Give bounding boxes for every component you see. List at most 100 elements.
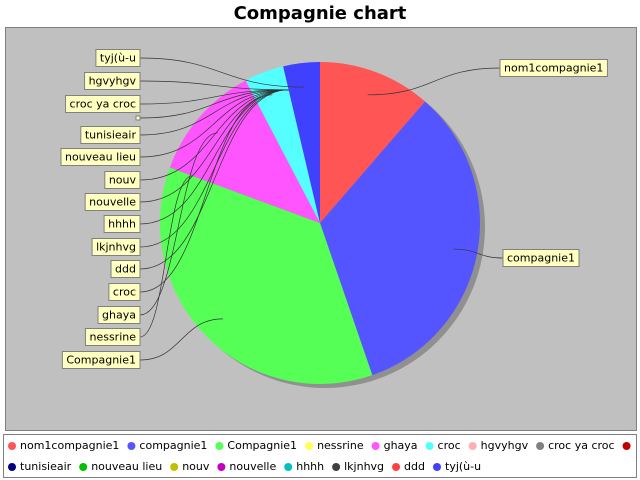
legend-label: tunisieair xyxy=(20,460,72,473)
legend-swatch xyxy=(8,442,16,450)
legend-label: tyj(ù-u xyxy=(445,460,481,473)
legend-swatch xyxy=(127,442,136,450)
legend-item: tunisieair xyxy=(8,460,72,473)
legend-swatch xyxy=(425,442,434,450)
legend-item: Compagnie1 xyxy=(215,439,297,452)
slice-label: nouveau lieu xyxy=(65,151,136,164)
label-box xyxy=(110,260,141,278)
legend-item: croc ya croc xyxy=(536,439,615,452)
leader-line xyxy=(139,175,193,338)
legend-swatch xyxy=(8,463,16,471)
label-box xyxy=(135,115,141,121)
legend-label: ddd xyxy=(404,460,425,473)
slice-label: Compagnie1 xyxy=(66,354,136,367)
legend-item: nouveau lieu xyxy=(79,460,162,473)
slice-label: nouv xyxy=(109,174,137,187)
legend-swatch xyxy=(170,463,179,471)
legend-item: nessrine xyxy=(305,439,364,452)
label-box xyxy=(95,49,141,67)
legend-label: nouvelle xyxy=(229,460,276,473)
legend-label: hgvyhgv xyxy=(481,439,529,452)
label-box xyxy=(84,193,141,211)
label-box xyxy=(84,328,141,346)
legend-item: croc xyxy=(425,439,461,452)
pie-slice xyxy=(320,101,480,376)
legend-swatch xyxy=(215,442,224,450)
legend-label: nessrine xyxy=(317,439,364,452)
legend-item: nouv xyxy=(170,460,210,473)
legend-swatch xyxy=(371,442,380,450)
leader-line xyxy=(139,89,289,248)
slice-label: tyj(ù-u xyxy=(100,52,136,65)
legend-label: nouveau lieu xyxy=(91,460,162,473)
legend-label: croc xyxy=(438,439,461,452)
leader-line xyxy=(139,57,305,88)
label-box xyxy=(84,72,141,90)
slice-label: lkjnhvg xyxy=(96,241,136,254)
slice-label: nom1compagnie1 xyxy=(504,62,603,75)
leader-line xyxy=(139,89,289,270)
legend-swatch xyxy=(284,463,293,471)
legend-swatch xyxy=(392,463,401,471)
label-box xyxy=(97,306,141,324)
slice-label: tunisieair xyxy=(85,129,137,142)
legend-item xyxy=(622,442,631,450)
legend-item: hgvyhgv xyxy=(468,439,529,452)
leader-line xyxy=(139,89,289,158)
label-box xyxy=(499,59,608,77)
pie-slice xyxy=(283,62,320,223)
leader-line xyxy=(139,94,273,293)
slice-label: croc ya croc xyxy=(70,98,136,111)
legend-item: tyj(ù-u xyxy=(433,460,481,473)
legend-label: nouv xyxy=(182,460,210,473)
legend-swatch xyxy=(332,463,341,471)
label-box xyxy=(61,351,141,369)
slice-label: hhhh xyxy=(108,218,136,231)
label-box xyxy=(60,148,141,166)
label-box xyxy=(91,238,141,256)
slice-label: compagnie1 xyxy=(507,252,575,265)
legend-swatch xyxy=(536,442,545,450)
legend-swatch xyxy=(468,442,477,450)
legend-box xyxy=(3,434,637,478)
legend-label: croc ya croc xyxy=(548,439,614,452)
legend-item: nouvelle xyxy=(217,460,276,473)
leader-line xyxy=(139,89,289,181)
legend-swatch xyxy=(217,463,226,471)
legend-item: nom1compagnie1 xyxy=(8,439,119,452)
leader-line xyxy=(139,89,289,105)
label-box xyxy=(502,249,580,267)
legend-swatch xyxy=(622,442,631,450)
leader-line xyxy=(139,89,289,225)
leader-line xyxy=(139,318,223,361)
legend-item: lkjnhvg xyxy=(332,460,384,473)
label-box xyxy=(104,171,141,189)
pie-slice xyxy=(320,62,426,223)
slice-label: nouvelle xyxy=(89,196,136,209)
legend-item: hhhh xyxy=(284,460,324,473)
pie-slice xyxy=(159,167,373,385)
label-box xyxy=(65,95,141,113)
leader-line xyxy=(367,67,501,96)
legend-label: nom1compagnie1 xyxy=(20,439,119,452)
leader-line xyxy=(139,80,289,91)
legend-item: compagnie1 xyxy=(127,439,207,452)
leader-line xyxy=(453,248,504,259)
legend-label: compagnie1 xyxy=(139,439,207,452)
label-box xyxy=(80,126,141,144)
pie-slice xyxy=(169,80,320,224)
label-box xyxy=(108,283,141,301)
slice-label: nessrine xyxy=(89,331,136,344)
legend-swatch xyxy=(79,463,88,471)
pie-slice xyxy=(245,66,320,223)
legend-swatch xyxy=(433,463,441,471)
slice-label: ddd xyxy=(115,263,136,276)
leader-line xyxy=(139,89,289,136)
legend-item: ghaya xyxy=(371,439,418,452)
legend-label: lkjnhvg xyxy=(344,460,384,473)
slice-label: hgvyhgv xyxy=(89,75,137,88)
slice-label: ghaya xyxy=(102,309,136,322)
legend-item: ddd xyxy=(392,460,425,473)
legend-label: hhhh xyxy=(296,460,324,473)
